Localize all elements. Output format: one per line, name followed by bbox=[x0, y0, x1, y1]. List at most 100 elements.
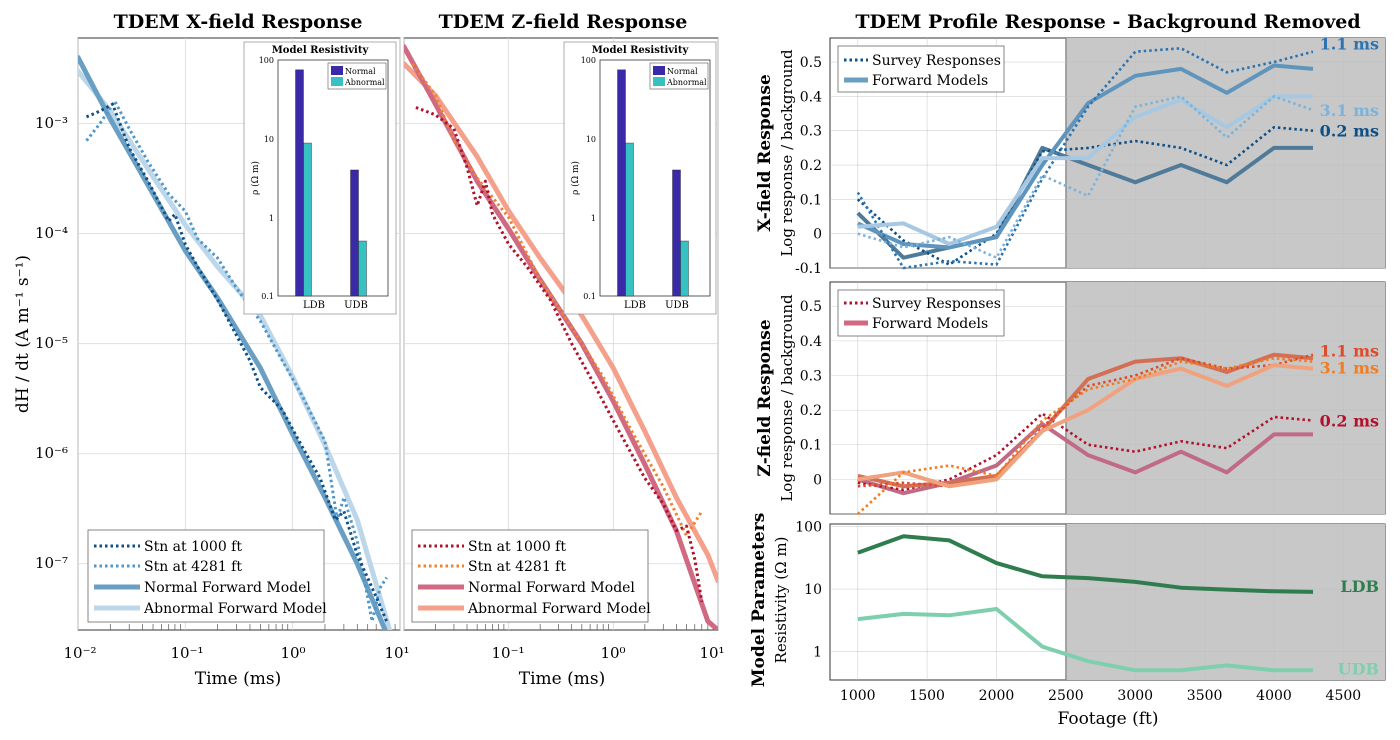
bar-udb-abnormal bbox=[358, 240, 367, 297]
ytick-label: 0.5 bbox=[800, 299, 822, 315]
ytick-label: 0.4 bbox=[800, 89, 822, 105]
z-inset-axes bbox=[599, 59, 711, 297]
z-profile-plot: 0.2 ms 1.1 ms3.1 ms bbox=[830, 282, 1385, 515]
z-profile-legend-label: Survey Responses bbox=[872, 296, 1001, 312]
x-inset-bar-chart: Model Resistivity 100 10 1 0.1 ρ (Ω m) L… bbox=[243, 41, 397, 315]
x-inset-bars bbox=[295, 69, 367, 297]
series-line-3-1-ms-model bbox=[857, 94, 1313, 246]
x-profile-chart: 0.2 ms1.1 ms3.1 ms -0.100.10.20.30.40.5 … bbox=[755, 35, 1386, 277]
x-legend-label: Stn at 1000 ft bbox=[144, 539, 242, 555]
model-params-xticks: 1000 1500 2000 2500 3000 3500 4000 4500 bbox=[840, 688, 1361, 704]
x-decay-xtick: 10⁻² bbox=[63, 644, 96, 662]
x-decay-chart: 10⁻³ 10⁻⁴ 10⁻⁵ 10⁻⁶ 10⁻⁷ 10⁻² 10⁻¹ 10⁰ 1… bbox=[13, 37, 410, 689]
z-profile-legend-box bbox=[837, 289, 1005, 337]
ytick-label: 0.3 bbox=[800, 124, 822, 140]
z-legend-label: Stn at 4281 ft bbox=[468, 559, 566, 575]
x-decay-xticks: 10⁻² 10⁻¹ 10⁰ 10¹ bbox=[63, 644, 409, 662]
model-params-yticks: 1 10 100 bbox=[795, 520, 822, 661]
xtick-label: 4000 bbox=[1256, 688, 1292, 704]
x-inset-legend-swatch-abnormal bbox=[331, 77, 343, 86]
x-decay-yticks: 10⁻³ 10⁻⁴ 10⁻⁵ 10⁻⁶ 10⁻⁷ bbox=[35, 114, 68, 572]
xtick-label: 3000 bbox=[1117, 688, 1153, 704]
ytick-label: 0.1 bbox=[800, 192, 822, 208]
z-profile-ylabel-bold: Z-field Response bbox=[755, 319, 775, 477]
z-inset-category: LDB bbox=[624, 300, 646, 311]
z-profile-yticks: 0 0.1 0.2 0.3 0.4 0.5 bbox=[800, 299, 822, 488]
x-profile-plot: 0.2 ms 1.1 ms 3.1 ms bbox=[830, 35, 1385, 270]
z-profile-ylabel: Log response / background bbox=[778, 294, 796, 502]
x-profile-ylabel: Log response / background bbox=[778, 49, 796, 257]
series-line-stn-at-1000-ft bbox=[85, 102, 388, 622]
xtick-label: 1000 bbox=[840, 688, 876, 704]
x-decay-xtick: 10¹ bbox=[384, 644, 409, 662]
xtick-label: 2500 bbox=[1048, 688, 1084, 704]
x-inset-category: LDB bbox=[303, 300, 325, 311]
ytick-label: 0 bbox=[813, 472, 822, 488]
x-profile-ylabel-bold: X-field Response bbox=[755, 74, 775, 232]
z-inset-legend-swatch-abnormal bbox=[653, 77, 665, 86]
z-inset-title: Model Resistivity bbox=[592, 45, 690, 56]
x-profile-legend-box bbox=[837, 45, 1005, 93]
series-line-0-2-ms-survey bbox=[856, 126, 1314, 266]
series-end-label: 0.2 ms bbox=[1320, 412, 1379, 431]
bar-ldb-abnormal bbox=[303, 142, 312, 297]
x-inset-legend-label: Abnormal bbox=[344, 78, 385, 87]
series-end-label: UDB bbox=[1338, 659, 1379, 678]
ytick-label: 10 bbox=[804, 582, 822, 598]
z-decay-xtick: 10⁰ bbox=[600, 644, 625, 662]
x-profile-yticks: -0.1 0 0.1 0.2 0.3 0.4 0.5 bbox=[795, 55, 822, 277]
x-inset-ytick: 1 bbox=[269, 214, 274, 223]
z-decay-xtick: 10¹ bbox=[699, 644, 724, 662]
series-line-3-1-ms-model bbox=[857, 363, 1314, 489]
z-inset-ytick: 1 bbox=[591, 214, 596, 223]
bar-udb-normal bbox=[350, 169, 359, 297]
ytick-label: 0.2 bbox=[800, 403, 822, 419]
z-profile-legend: Survey Responses Forward Models bbox=[837, 289, 1005, 337]
x-inset-title: Model Resistivity bbox=[272, 45, 370, 56]
x-decay-xtick: 10⁻¹ bbox=[170, 644, 203, 662]
x-decay-xtick: 10⁰ bbox=[280, 644, 305, 662]
series-line-0-2-ms-model bbox=[856, 145, 1313, 260]
model-params-ylabel: Resistivity (Ω m) bbox=[772, 537, 790, 664]
series-end-label: 3.1 ms bbox=[1320, 101, 1379, 120]
x-decay-ytick: 10⁻⁴ bbox=[35, 224, 68, 242]
series-line-stn-at-1000-ft bbox=[415, 106, 704, 603]
model-params-plot: LDB UDB bbox=[830, 524, 1385, 680]
series-line-udb bbox=[857, 607, 1313, 673]
x-profile-legend-label: Forward Models bbox=[872, 73, 988, 89]
x-inset-legend-swatch-normal bbox=[331, 66, 343, 75]
series-end-label: 1.1 ms bbox=[1320, 342, 1379, 361]
x-profile-legend: Survey Responses Forward Models bbox=[837, 45, 1005, 93]
x-decay-xlabel: Time (ms) bbox=[195, 669, 281, 689]
profile-title: TDEM Profile Response - Background Remov… bbox=[855, 11, 1360, 33]
z-decay-chart: 10⁻¹ 10⁰ 10¹ Time (ms) Stn at 1000 ft St… bbox=[403, 37, 725, 689]
ytick-label: 0.2 bbox=[800, 158, 822, 174]
xtick-label: 2000 bbox=[979, 688, 1015, 704]
z-inset-category: UDB bbox=[665, 300, 689, 311]
x-legend-label: Stn at 4281 ft bbox=[144, 559, 242, 575]
z-decay-legend: Stn at 1000 ft Stn at 4281 ft Normal For… bbox=[411, 529, 651, 623]
series-line-1-1-ms-survey bbox=[856, 46, 1314, 270]
z-inset-bars bbox=[617, 69, 689, 297]
shaded-region bbox=[1065, 524, 1385, 680]
series-line-1-1-ms-model bbox=[856, 63, 1314, 250]
xtick-label: 4500 bbox=[1326, 688, 1362, 704]
series-line-0-2-ms-model bbox=[857, 422, 1313, 496]
x-field-title: TDEM X-field Response bbox=[114, 11, 363, 33]
ytick-label: 0.1 bbox=[800, 438, 822, 454]
z-inset-ytick: 10 bbox=[586, 135, 596, 144]
shaded-region bbox=[1065, 282, 1385, 514]
ytick-label: 0.4 bbox=[800, 334, 822, 350]
z-decay-xlabel: Time (ms) bbox=[519, 669, 605, 689]
z-inset-legend-label: Abnormal bbox=[666, 78, 707, 87]
x-inset-category: UDB bbox=[344, 300, 368, 311]
x-inset-axes bbox=[277, 59, 389, 297]
xtick-label: 1500 bbox=[909, 688, 945, 704]
shaded-region bbox=[1065, 38, 1385, 268]
x-decay-ytick: 10⁻⁵ bbox=[35, 334, 68, 352]
x-decay-ytick: 10⁻³ bbox=[35, 114, 68, 132]
series-end-label: 0.2 ms bbox=[1320, 122, 1379, 141]
bar-ldb-normal bbox=[617, 69, 626, 297]
z-inset-ytick: 0.1 bbox=[583, 292, 596, 301]
